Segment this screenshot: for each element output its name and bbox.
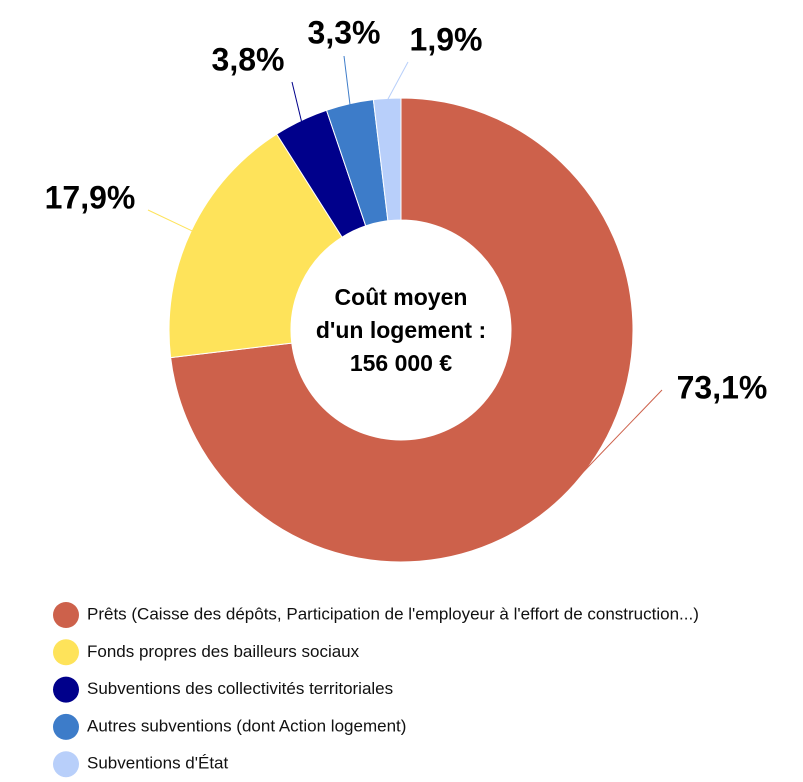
legend-swatch [53,751,79,778]
legend-swatch [53,676,79,703]
donut-slice [372,97,402,222]
legend-label: Subventions d'État [87,754,229,773]
donut-slice [168,133,343,359]
legend-swatch [53,639,79,666]
value-label: 3,3% [308,14,381,50]
legend-swatch [53,713,79,740]
leader-line [291,81,303,123]
value-label: 3,8% [212,41,285,77]
donut-slice [170,97,634,563]
legend-label: Fonds propres des bailleurs sociaux [87,642,360,661]
leader-line [343,55,351,106]
center-text: 156 000 € [350,350,453,376]
center-text: d'un logement : [316,317,486,343]
legend-label: Prêts (Caisse des dépôts, Participation … [87,604,699,623]
legend-swatch [53,602,79,628]
leader-line [572,389,663,483]
leader-line [147,209,194,232]
value-label: 73,1% [677,369,768,405]
leader-line [386,61,409,101]
legend-label: Autres subventions (dont Action logement… [87,716,406,735]
legend-label: Subventions des collectivités territoria… [87,679,393,698]
value-label: 17,9% [45,179,136,215]
center-text: Coût moyen [335,284,468,310]
value-label: 1,9% [410,21,483,57]
